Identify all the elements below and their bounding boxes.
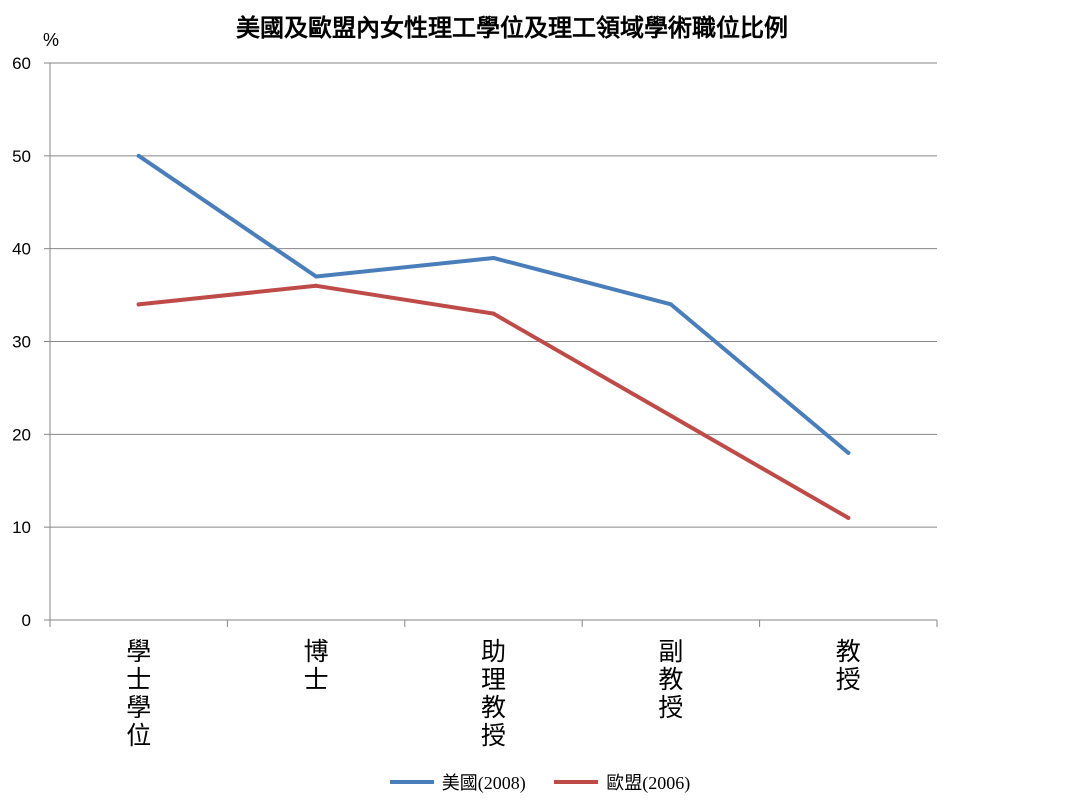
legend-swatch-us [389, 780, 434, 784]
y-tick-label: 40 [12, 240, 31, 259]
data-point [314, 283, 319, 288]
legend-label-us: 美國(2008) [441, 773, 526, 793]
chart-title: 美國及歐盟內女性理工學位及理工領域學術職位比例 [236, 14, 788, 42]
x-tick-label: 副教授 [658, 637, 683, 722]
data-point [491, 311, 496, 316]
data-point [846, 450, 851, 455]
series-line-1 [136, 283, 851, 520]
legend-label-eu: 歐盟(2006) [606, 773, 691, 793]
y-tick-label: 60 [12, 54, 31, 73]
legend-item-us: 美國(2008) [389, 769, 526, 795]
y-tick-label: 30 [12, 333, 31, 352]
data-point [668, 413, 673, 418]
x-tick-label: 助理教授 [481, 637, 506, 750]
x-tick-label: 學士學位 [126, 637, 151, 750]
data-point [136, 153, 141, 158]
y-tick-label: 0 [22, 611, 31, 630]
x-tick-label: 教授 [836, 637, 861, 694]
legend: 美國(2008) 歐盟(2006) [0, 768, 1069, 795]
y-tick-label: 20 [12, 425, 31, 444]
y-tick-label: 10 [12, 518, 31, 537]
y-tick-label: 50 [12, 147, 31, 166]
y-axis-label: % [43, 30, 60, 50]
data-point [668, 302, 673, 307]
series-line-0 [136, 153, 851, 455]
data-point [314, 274, 319, 279]
legend-item-eu: 歐盟(2006) [554, 769, 690, 795]
data-point [846, 515, 851, 520]
x-tick-label: 博士 [304, 637, 329, 694]
legend-swatch-eu [554, 780, 599, 784]
data-point [491, 255, 496, 260]
data-point [136, 302, 141, 307]
